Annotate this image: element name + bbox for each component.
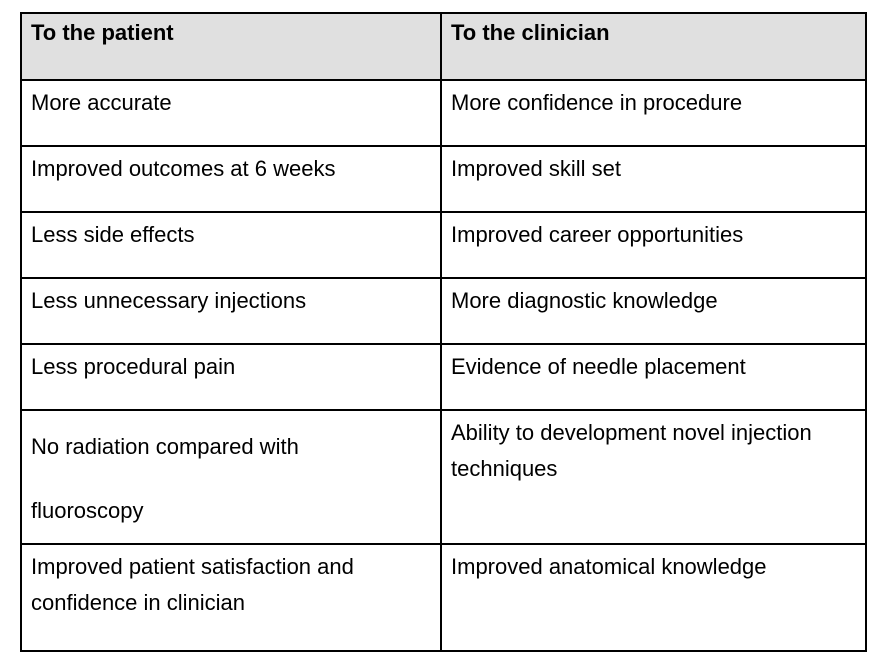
table-header-row: To the patient To the clinician [20,12,867,81]
table-cell-clinician: Improved anatomical knowledge [440,543,867,652]
table-cell-patient: Less unnecessary injections [20,277,442,345]
table-cell-patient: Improved patient satisfaction and confid… [20,543,442,652]
table-row: Improved outcomes at 6 weeks Improved sk… [20,145,867,213]
table-cell-clinician: More confidence in procedure [440,79,867,147]
table-row: Less unnecessary injections More diagnos… [20,277,867,345]
table-cell-patient: Less side effects [20,211,442,279]
table-row: Improved patient satisfaction and confid… [20,543,867,652]
column-header-patient: To the patient [20,12,442,81]
table-row: Less procedural pain Evidence of needle … [20,343,867,411]
table-row: Less side effects Improved career opport… [20,211,867,279]
table-cell-clinician: Evidence of needle placement [440,343,867,411]
table-cell-patient: Less procedural pain [20,343,442,411]
table-row: No radiation compared with fluoroscopy A… [20,409,867,545]
table-cell-patient: Improved outcomes at 6 weeks [20,145,442,213]
table-cell-patient: More accurate [20,79,442,147]
table-cell-clinician: Ability to development novel injection t… [440,409,867,545]
table-cell-clinician: Improved career opportunities [440,211,867,279]
table-cell-patient: No radiation compared with fluoroscopy [20,409,442,545]
benefits-comparison-table: To the patient To the clinician More acc… [20,12,867,652]
column-header-clinician: To the clinician [440,12,867,81]
table-row: More accurate More confidence in procedu… [20,79,867,147]
table-cell-clinician: More diagnostic knowledge [440,277,867,345]
table-cell-clinician: Improved skill set [440,145,867,213]
